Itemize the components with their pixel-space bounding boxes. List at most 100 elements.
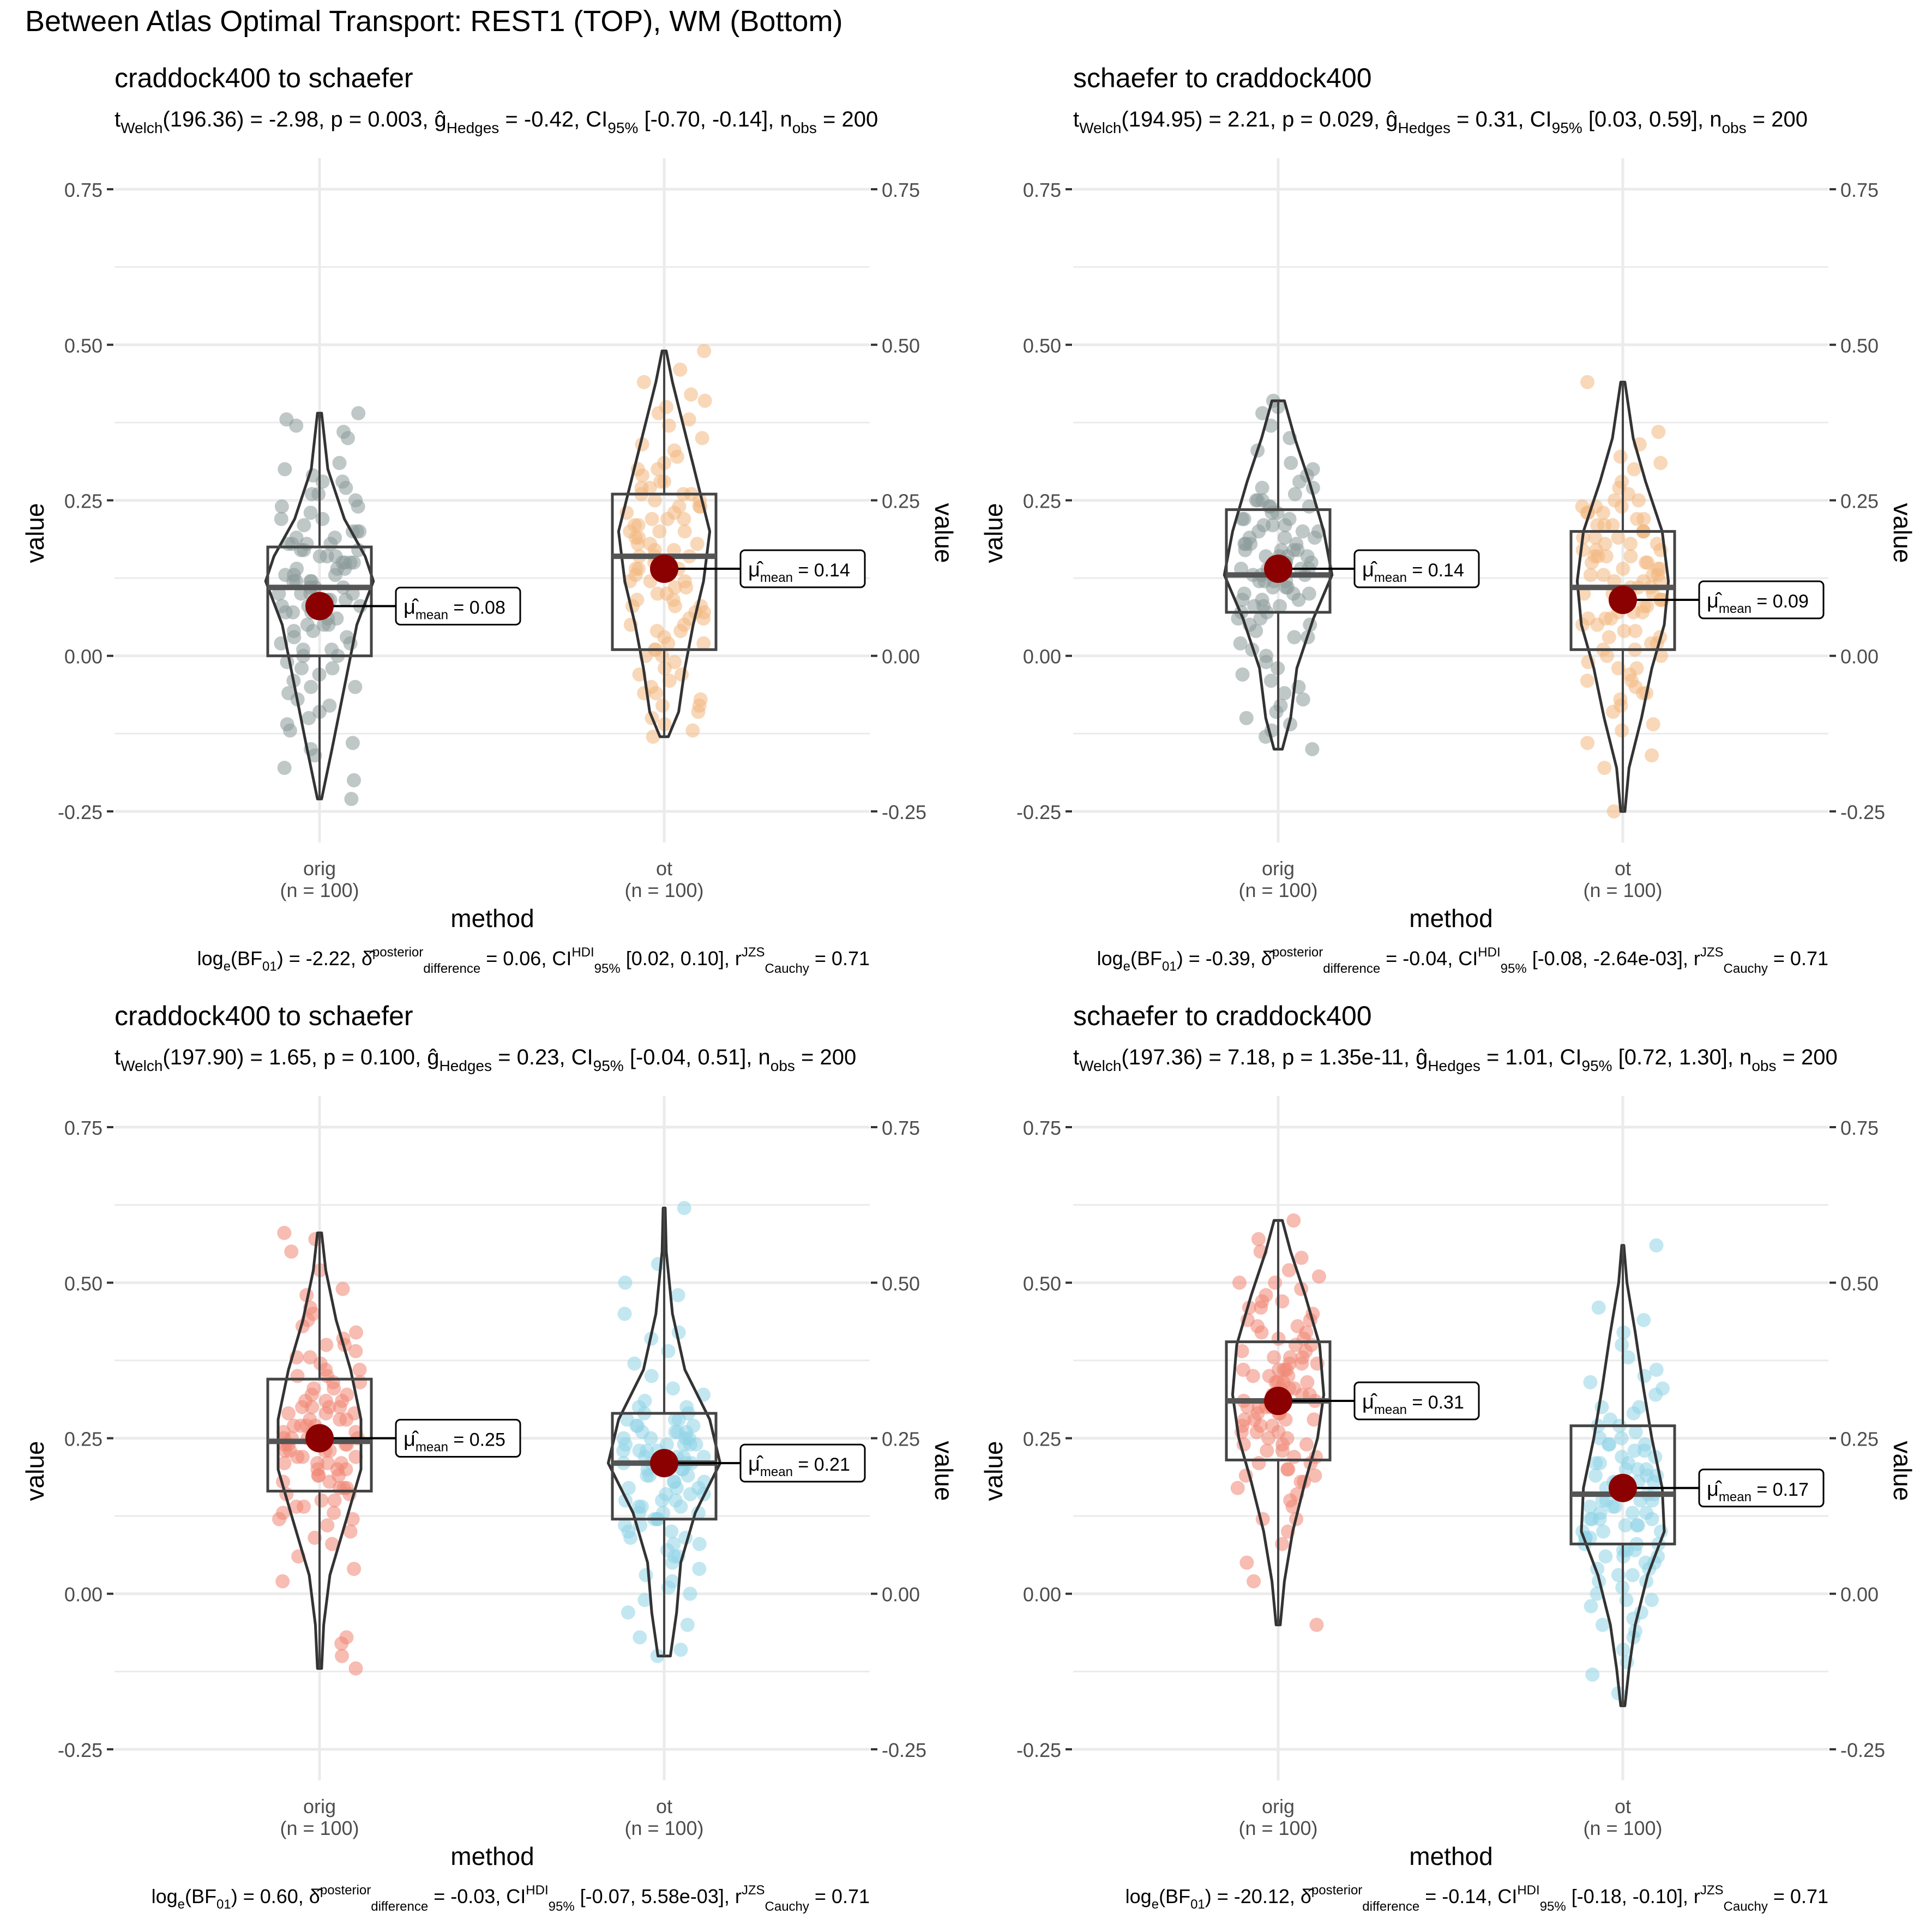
data-point bbox=[274, 499, 289, 514]
data-point bbox=[276, 1425, 291, 1440]
y-tick-label-right: 0.50 bbox=[1840, 334, 1879, 357]
data-point bbox=[275, 1574, 290, 1588]
data-point bbox=[1598, 1549, 1613, 1564]
data-point bbox=[1295, 524, 1310, 539]
data-point bbox=[1588, 1468, 1603, 1483]
data-point bbox=[1260, 1443, 1274, 1458]
mean-value: = 0.21 bbox=[793, 1454, 850, 1475]
data-point bbox=[1580, 375, 1595, 389]
data-point bbox=[1613, 449, 1628, 464]
cap-ci-sup: HDI bbox=[1478, 945, 1500, 960]
mean-sub: mean bbox=[1719, 601, 1752, 616]
violin-outline bbox=[1223, 399, 1334, 751]
data-point bbox=[1255, 480, 1269, 495]
data-point bbox=[1282, 511, 1297, 526]
y-axis-title-left: value bbox=[21, 503, 49, 563]
data-point bbox=[645, 511, 659, 526]
mean-value: = 0.31 bbox=[1407, 1392, 1464, 1413]
data-point bbox=[335, 474, 350, 489]
data-point bbox=[623, 524, 637, 539]
data-point bbox=[1638, 1437, 1652, 1452]
violin-outline bbox=[617, 350, 712, 738]
data-point bbox=[627, 1356, 642, 1371]
y-tick-label-right: -0.25 bbox=[1840, 1739, 1885, 1761]
violin-outline bbox=[264, 412, 375, 801]
data-point bbox=[666, 1474, 681, 1489]
x-tick-label: ot bbox=[656, 857, 672, 880]
data-point bbox=[1237, 586, 1251, 601]
data-point bbox=[286, 624, 301, 639]
mean-dot bbox=[305, 592, 334, 621]
data-point bbox=[327, 1506, 341, 1520]
cap-delta-sup: posterior bbox=[372, 945, 423, 960]
mean-label-box bbox=[1353, 549, 1480, 588]
data-point bbox=[1588, 1456, 1603, 1471]
data-point bbox=[673, 362, 688, 377]
panel-title: craddock400 to schaefer bbox=[115, 1001, 413, 1031]
cap-ci-value: [-0.18, -0.10], r bbox=[1566, 1885, 1700, 1907]
data-point bbox=[1583, 568, 1598, 582]
data-point bbox=[673, 1642, 688, 1657]
y-tick-label-left: 0.75 bbox=[1023, 1117, 1061, 1139]
main-title: Between Atlas Optimal Transport: REST1 (… bbox=[25, 5, 843, 38]
stat-g-value: = -0.42, CI bbox=[499, 107, 607, 131]
cap-ci-value: [-0.08, -2.64e-03], r bbox=[1527, 947, 1700, 970]
data-point bbox=[617, 1518, 632, 1533]
data-point bbox=[1304, 555, 1319, 570]
data-point bbox=[1305, 462, 1320, 477]
data-point bbox=[277, 761, 292, 775]
data-point bbox=[348, 1344, 363, 1358]
cap-ci-value: [-0.07, 5.58e-03], r bbox=[575, 1885, 742, 1907]
data-point bbox=[1294, 1250, 1309, 1265]
data-point bbox=[1243, 537, 1258, 551]
mean-label-box bbox=[395, 1419, 521, 1458]
data-point bbox=[1614, 1431, 1629, 1446]
stat-t-value: (196.36) = -2.98, p = 0.003, bbox=[162, 107, 434, 131]
data-point bbox=[304, 679, 318, 694]
cap-r-value: = 0.71 bbox=[809, 947, 870, 970]
data-point bbox=[1628, 624, 1642, 639]
data-point bbox=[1235, 1344, 1249, 1358]
cap-delta-sub: difference bbox=[371, 1899, 428, 1914]
data-point bbox=[1591, 1300, 1606, 1315]
data-point bbox=[1614, 474, 1629, 489]
data-point bbox=[1606, 804, 1621, 818]
data-point bbox=[332, 1480, 347, 1495]
x-tick-n-label: (n = 100) bbox=[1583, 1817, 1662, 1839]
data-point bbox=[1627, 1443, 1642, 1458]
data-point bbox=[1232, 1275, 1247, 1290]
data-point bbox=[1311, 1269, 1326, 1284]
data-point bbox=[1623, 537, 1638, 551]
data-point bbox=[646, 730, 660, 744]
data-point bbox=[1255, 406, 1270, 420]
stat-g: ĝ bbox=[1386, 107, 1398, 131]
data-point bbox=[1281, 1263, 1296, 1278]
data-point bbox=[1250, 1319, 1265, 1334]
data-point bbox=[640, 1443, 654, 1458]
y-tick-label-left: -0.25 bbox=[1016, 1739, 1061, 1761]
data-point bbox=[1305, 742, 1320, 756]
box bbox=[611, 1412, 718, 1521]
stat-t-sub: Welch bbox=[1079, 119, 1121, 136]
data-point bbox=[348, 1449, 363, 1464]
cap-delta-sub: difference bbox=[1362, 1899, 1419, 1914]
data-point bbox=[619, 1412, 634, 1427]
data-point bbox=[1616, 562, 1630, 576]
data-point bbox=[351, 406, 366, 420]
mean-sub: mean bbox=[1374, 570, 1407, 585]
data-point bbox=[1596, 568, 1611, 582]
data-point bbox=[1646, 717, 1660, 732]
y-tick-label-left: -0.25 bbox=[1016, 801, 1061, 823]
y-axis-title-left: value bbox=[21, 1441, 49, 1501]
stat-t: t bbox=[1073, 107, 1079, 131]
data-point bbox=[296, 642, 311, 657]
cap-ci-value: [0.02, 0.10], r bbox=[621, 947, 742, 970]
cap-log: log bbox=[152, 1885, 178, 1907]
data-point bbox=[1618, 1518, 1633, 1533]
cap-log: log bbox=[197, 947, 224, 970]
data-point bbox=[686, 1418, 701, 1433]
data-point bbox=[697, 344, 712, 358]
stat-t-sub: Welch bbox=[121, 119, 162, 136]
data-point bbox=[275, 599, 290, 613]
data-point bbox=[655, 699, 670, 713]
